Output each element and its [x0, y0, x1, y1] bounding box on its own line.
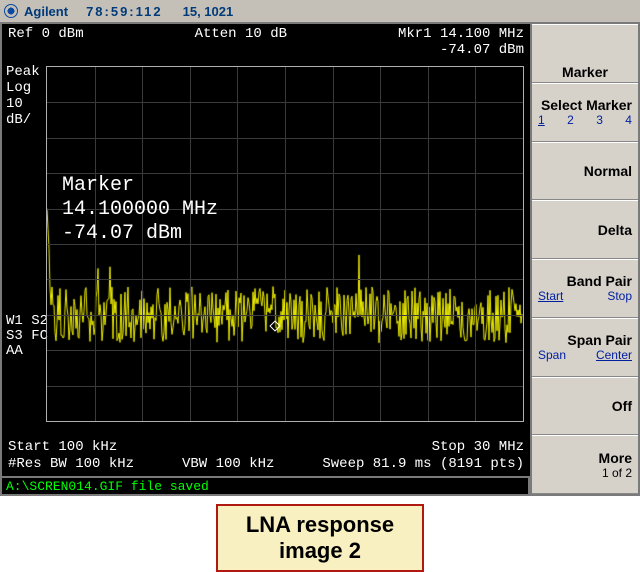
- softkey-select-marker[interactable]: Select Marker 1 2 3 4: [532, 83, 638, 142]
- softkey-title: Marker: [532, 24, 638, 83]
- softkey-select-options: 1 2 3 4: [538, 113, 632, 127]
- caption-box: LNA response image 2: [216, 504, 424, 572]
- softkey-more-label: More: [599, 450, 632, 466]
- plot-area: Ref 0 dBm Atten 10 dB Mkr1 14.100 MHz -7…: [0, 22, 530, 478]
- bandpair-stop[interactable]: Stop: [607, 289, 632, 303]
- plot-header: Ref 0 dBm Atten 10 dB Mkr1 14.100 MHz -7…: [2, 24, 530, 58]
- caption: LNA response image 2: [0, 496, 640, 572]
- vbw: VBW 100 kHz: [182, 456, 274, 472]
- res-bw: #Res BW 100 kHz: [8, 456, 134, 472]
- ref-level: Ref 0 dBm: [8, 26, 84, 42]
- attenuation: Atten 10 dB: [195, 26, 287, 42]
- softkey-delta-label: Delta: [598, 222, 632, 238]
- softkey-spanpair-label: Span Pair: [567, 332, 632, 348]
- softkey-more[interactable]: More 1 of 2: [532, 435, 638, 494]
- select-opt-3[interactable]: 3: [596, 113, 603, 127]
- stop-freq: Stop 30 MHz: [432, 439, 524, 455]
- clock: 78:59:112: [86, 4, 163, 19]
- agilent-logo-icon: [4, 4, 18, 18]
- select-opt-4[interactable]: 4: [625, 113, 632, 127]
- date: 15, 1021: [183, 4, 234, 19]
- marker-overlay-freq: 14.100000 MHz: [62, 198, 218, 222]
- status-line: A:\SCREN014.GIF file saved: [0, 478, 530, 496]
- softkey-normal-label: Normal: [584, 163, 632, 179]
- softkey-delta[interactable]: Delta: [532, 200, 638, 259]
- spanpair-center[interactable]: Center: [596, 348, 632, 362]
- trace-status-labels: W1 S2 S3 FC AA: [6, 314, 48, 359]
- softkey-bandpair-label: Band Pair: [567, 273, 632, 289]
- plot-footer: Start 100 kHz Stop 30 MHz #Res BW 100 kH…: [8, 439, 524, 472]
- caption-line1: LNA response: [246, 512, 394, 538]
- marker-overlay-title: Marker: [62, 174, 218, 198]
- softkey-off[interactable]: Off: [532, 377, 638, 436]
- brand-label: Agilent: [24, 4, 68, 19]
- softkey-normal[interactable]: Normal: [532, 142, 638, 201]
- spectrum-analyzer: Agilent 78:59:112 15, 1021 Ref 0 dBm Att…: [0, 0, 640, 496]
- select-opt-1[interactable]: 1: [538, 113, 545, 127]
- spanpair-span[interactable]: Span: [538, 348, 566, 362]
- marker-overlay: Marker 14.100000 MHz -74.07 dBm: [62, 174, 218, 246]
- softkey-title-label: Marker: [562, 64, 608, 80]
- softkey-off-label: Off: [612, 398, 632, 414]
- top-bar: Agilent 78:59:112 15, 1021: [0, 0, 640, 22]
- start-freq: Start 100 kHz: [8, 439, 117, 455]
- caption-line2: image 2: [246, 538, 394, 564]
- select-opt-2[interactable]: 2: [567, 113, 574, 127]
- sweep: Sweep 81.9 ms (8191 pts): [322, 456, 524, 472]
- marker-readout-amp: -74.07 dBm: [398, 42, 524, 58]
- softkey-span-pair[interactable]: Span Pair Span Center: [532, 318, 638, 377]
- softkey-more-sub: 1 of 2: [602, 466, 632, 480]
- marker-overlay-amp: -74.07 dBm: [62, 222, 218, 246]
- softkey-select-label: Select Marker: [541, 97, 632, 113]
- softkey-band-pair[interactable]: Band Pair Start Stop: [532, 259, 638, 318]
- scale-labels: Peak Log 10 dB/: [6, 64, 40, 128]
- softkey-panel: Marker Select Marker 1 2 3 4 Normal Delt…: [530, 22, 640, 496]
- marker-readout-freq: Mkr1 14.100 MHz: [398, 26, 524, 42]
- bandpair-start[interactable]: Start: [538, 289, 563, 303]
